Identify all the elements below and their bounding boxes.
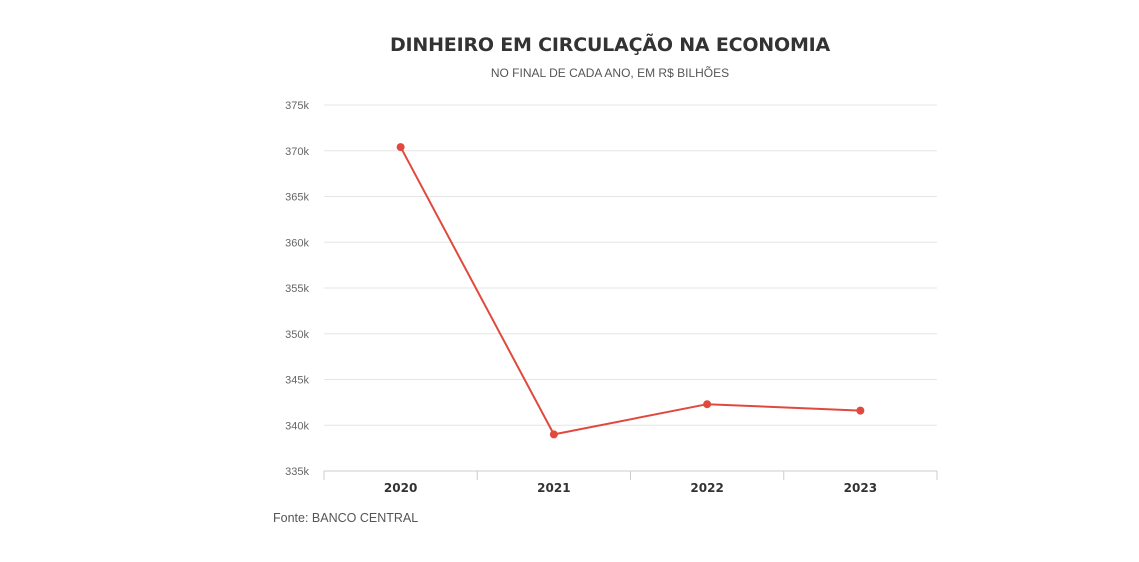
y-tick-label: 365k [285,192,309,204]
y-tick-label: 360k [285,237,309,249]
source-note: Fonte: BANCO CENTRAL [273,511,419,525]
data-point[interactable] [549,430,558,439]
y-tick-label: 355k [285,283,309,295]
x-axis: 2020 2021 2022 2023 [323,470,938,495]
data-point[interactable] [856,406,865,415]
x-tick-label: 2021 [537,481,570,495]
chart-title: DINHEIRO EM CIRCULAÇÃO NA ECONOMIA [389,34,831,56]
y-axis: 335k 340k 345k 350k 355k 360k 365k 370k 375k [285,100,309,478]
y-tick-label: 340k [285,420,309,432]
y-tick-label: 335k [285,466,309,478]
data-point[interactable] [396,143,405,152]
y-tick-label: 350k [285,329,309,341]
x-tick-label: 2020 [384,481,417,495]
y-tick-label: 370k [285,146,309,158]
y-tick-label: 375k [285,100,309,112]
x-tick-label: 2022 [690,481,723,495]
gridlines [324,104,937,426]
chart-subtitle: NO FINAL DE CADA ANO, EM R$ BILHÕES [490,66,730,80]
data-point[interactable] [703,400,712,409]
series-line [399,146,861,436]
x-tick-label: 2023 [844,481,877,495]
series [396,143,865,439]
y-tick-label: 345k [285,375,309,387]
